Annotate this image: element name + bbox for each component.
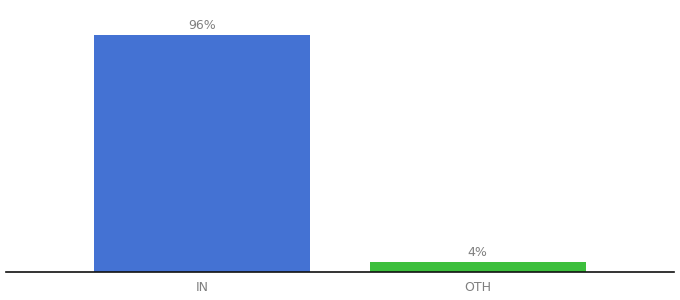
Text: 4%: 4%	[468, 246, 488, 259]
Text: 96%: 96%	[188, 19, 216, 32]
Bar	[94, 35, 311, 272]
Bar	[369, 262, 586, 272]
